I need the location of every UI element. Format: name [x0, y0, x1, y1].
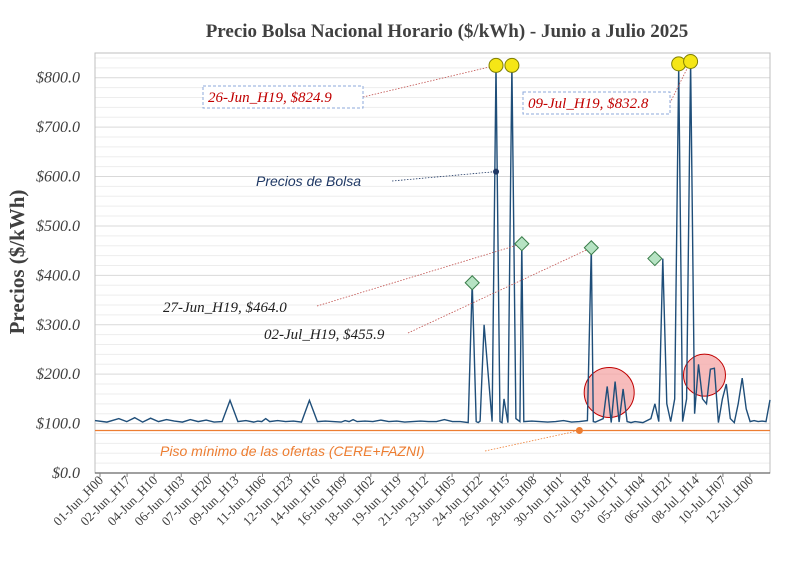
chart-title: Precio Bolsa Nacional Horario ($/kWh) - … — [206, 21, 689, 42]
peak-marker — [504, 57, 520, 73]
diamond-marker — [647, 250, 663, 267]
annotation-leader — [484, 430, 580, 452]
diamond-marker — [464, 275, 480, 291]
x-axis: 01-Jun_H0002-Jun_H1704-Jun_H1006-Jun_H03… — [50, 472, 756, 528]
y-axis: $0.0 $100.0 $200.0 $300.0 $400.0 $500.0 $600.0… — [36, 70, 770, 482]
series-label-dot — [493, 168, 500, 175]
diamond-marker — [514, 236, 530, 252]
annotation-floor: Piso mínimo de las ofertas (CERE+FAZNI) — [160, 443, 425, 459]
markers — [464, 53, 699, 435]
y-tick-label: $600.0 — [36, 169, 80, 186]
annotation-09jul-peak: 09-Jul_H19, $832.8 — [528, 96, 649, 112]
y-tick-label: $300.0 — [36, 317, 80, 334]
annotation-box-26jun — [202, 85, 364, 109]
annotation-leaders — [316, 61, 691, 452]
y-tick-label: $0.0 — [52, 465, 80, 482]
y-tick-label: $700.0 — [36, 119, 80, 136]
y-axis-label: Precios ($/kWh) — [5, 190, 29, 335]
annotation-leader — [362, 65, 497, 98]
annotation-box-09jul — [522, 91, 671, 115]
y-tick-label: $200.0 — [36, 366, 80, 383]
annotation-27jun: 27-Jun_H19, $464.0 — [163, 300, 287, 316]
y-tick-label: $800.0 — [36, 70, 80, 87]
series-line-precios-de-bolsa — [94, 61, 771, 425]
series-label: Precios de Bolsa — [256, 173, 361, 189]
annotation-leader — [391, 171, 497, 182]
annotation-26jun-peak: 26-Jun_H19, $824.9 — [208, 90, 332, 106]
peak-marker — [488, 57, 504, 73]
y-tick-label: $100.0 — [36, 416, 80, 433]
highlight-circle — [682, 353, 726, 397]
y-tick-label: $400.0 — [36, 267, 80, 284]
annotations: 26-Jun_H19, $824.9 09-Jul_H19, $832.8 Pr… — [160, 85, 671, 459]
grid — [95, 57, 770, 464]
floor-label-dot — [575, 427, 583, 435]
y-tick-label: $500.0 — [36, 218, 80, 235]
annotation-leader — [316, 243, 522, 307]
highlight-circles — [583, 353, 726, 418]
annotation-leader — [407, 247, 592, 334]
peak-marker — [683, 53, 699, 69]
annotation-02jul: 02-Jul_H19, $455.9 — [264, 327, 385, 343]
diamond-marker — [583, 240, 600, 256]
